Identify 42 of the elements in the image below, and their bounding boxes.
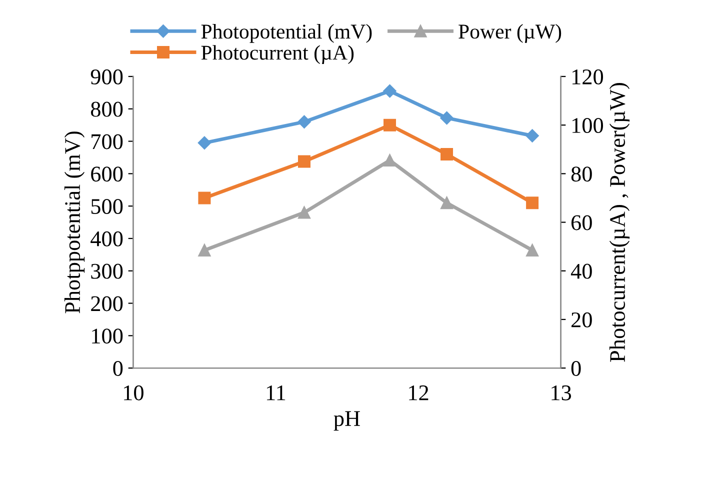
legend-label: Photopotential (mV) <box>201 24 372 43</box>
y-tick-label: 200 <box>91 296 123 312</box>
point <box>298 206 310 219</box>
point <box>526 244 539 256</box>
point <box>198 244 211 256</box>
point <box>526 129 539 142</box>
x-tick-label: 13 <box>552 385 572 400</box>
y-tick-label: 0 <box>113 360 123 376</box>
y-tick-label: 600 <box>91 166 123 182</box>
point <box>298 155 310 168</box>
y2-tick-label: 120 <box>572 69 604 84</box>
y-tick-label: 900 <box>90 69 123 84</box>
point <box>198 192 211 204</box>
y-tick-label: 100 <box>92 328 123 344</box>
point <box>383 84 396 98</box>
x-tick-label: 12 <box>409 385 428 400</box>
y-tick-label: 700 <box>92 134 123 150</box>
y-tick-label: 400 <box>90 231 123 246</box>
y2-tick-label: 100 <box>572 118 604 134</box>
y2-tick-label: 0 <box>571 360 581 376</box>
x-tick-label: 11 <box>266 385 286 400</box>
y2-tick-label: 20 <box>572 312 592 328</box>
point <box>384 118 396 132</box>
point <box>440 196 454 210</box>
y-tick-label: 300 <box>91 264 123 279</box>
y2-tick-label: 40 <box>570 264 592 279</box>
y-tick-label: 800 <box>90 102 123 117</box>
y-tick-label: 500 <box>91 199 123 214</box>
point <box>526 196 539 210</box>
point <box>440 148 454 160</box>
legend-label: Photocurrent (µA) <box>201 45 354 64</box>
y2-axis-title: Photocurrent(µA) , Power(µW) <box>609 83 630 362</box>
legend-label: Power (µW) <box>458 24 562 43</box>
y-axis-title: Photppotential (mV) <box>64 132 85 314</box>
y2-tick-label: 80 <box>571 166 592 182</box>
point <box>440 111 454 125</box>
point <box>298 115 311 128</box>
point <box>384 154 396 167</box>
point <box>198 136 212 150</box>
y2-tick-label: 60 <box>571 215 592 230</box>
x-axis-title: pH <box>334 411 360 431</box>
x-tick-label: 10 <box>124 385 144 400</box>
